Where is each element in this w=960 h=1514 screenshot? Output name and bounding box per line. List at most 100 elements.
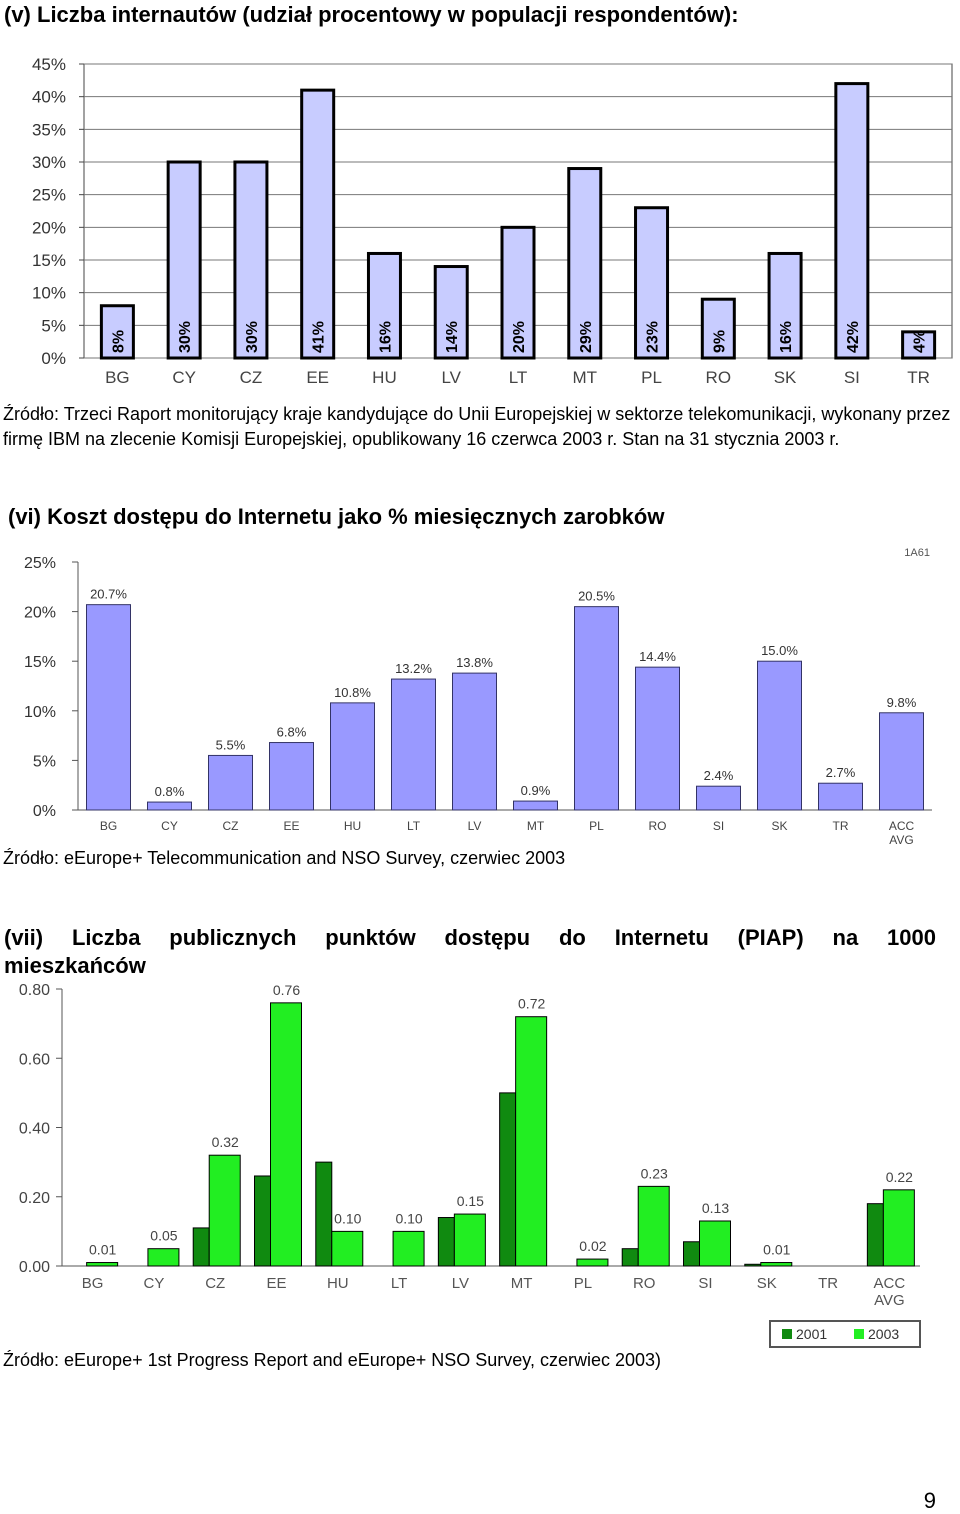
bar-2003: [86, 1262, 119, 1267]
section-vi-heading: (vi) Koszt dostępu do Internetu jako % m…: [8, 504, 665, 529]
x-tick-label: CZ: [240, 368, 263, 387]
bar: [208, 754, 253, 811]
y-tick-label: 10%: [24, 704, 56, 721]
bar-2001: [315, 1161, 333, 1267]
bar-2001: [744, 1263, 762, 1267]
legend-swatch-2003: [854, 1329, 864, 1339]
data-label: 30%: [177, 321, 194, 353]
internet-cost-chart: 1A61 0% 5% 10% 15% 20% 25% 20.7% BG 0.8% CY 5.5% CZ 6…: [24, 547, 932, 847]
x-tick-label: EE: [306, 368, 329, 387]
bar: [452, 672, 497, 811]
x-tick-label: PL: [641, 368, 662, 387]
x-tick-label: TR: [818, 1275, 838, 1292]
data-label: 5.5%: [216, 737, 246, 752]
y-tick-label: 0.80: [19, 982, 50, 999]
bar-2001: [192, 1227, 210, 1267]
x-tick-label: CZ: [205, 1275, 225, 1292]
y-tick-label: 0.20: [19, 1190, 50, 1207]
bar-2003: [331, 1230, 364, 1267]
bar-2003: [453, 1213, 486, 1267]
y-tick-label: 45%: [32, 55, 66, 74]
x-tick-label: LT: [391, 1275, 407, 1292]
data-label: 20.5%: [578, 589, 615, 604]
x-tick-label: PL: [574, 1275, 592, 1292]
bar: [818, 782, 863, 811]
bar: [635, 666, 680, 811]
bar: [330, 702, 375, 811]
x-tick-label: EE: [283, 819, 299, 833]
bar: [634, 206, 670, 360]
bar: [879, 712, 924, 811]
bar: [513, 800, 558, 811]
x-tick-label: LV: [452, 1275, 469, 1292]
data-label: 13.2%: [395, 661, 432, 676]
x-tick-label: HU: [327, 1275, 349, 1292]
x-tick-label: SK: [774, 368, 797, 387]
data-label: 0.02: [579, 1238, 606, 1254]
x-tick-label: RO: [706, 368, 732, 387]
x-tick-label: ACC: [889, 819, 915, 833]
y-tick-label: 25%: [32, 186, 66, 205]
bar-2001: [254, 1175, 271, 1267]
data-label: 13.8%: [456, 655, 493, 670]
y-tick-label: 20%: [32, 218, 66, 237]
legend-swatch-2001: [782, 1329, 792, 1339]
bar: [391, 678, 436, 811]
y-tick-label: 25%: [24, 555, 56, 572]
y-tick-label: 0.40: [19, 1121, 50, 1138]
bar: [166, 160, 202, 360]
bar-2003: [576, 1258, 609, 1267]
source-note-vii: Źródło: eEurope+ 1st Progress Report and…: [3, 1350, 662, 1370]
bar: [500, 225, 536, 360]
bar: [433, 265, 469, 360]
bar-2003: [760, 1262, 793, 1267]
data-label: 0.10: [334, 1210, 361, 1226]
x-tick-label: LT: [509, 368, 528, 387]
bar: [233, 160, 269, 360]
y-tick-label: 5%: [33, 753, 56, 770]
data-label: 23%: [645, 321, 662, 353]
section-vii-heading-line1: (vii) Liczba publicznych punktów dostępu…: [4, 925, 936, 950]
y-tick-label: 0.60: [19, 1051, 50, 1068]
x-tick-label: TR: [833, 819, 849, 833]
x-tick-label: HU: [344, 819, 361, 833]
x-tick-label: LV: [441, 368, 461, 387]
y-tick-label: 20%: [24, 605, 56, 622]
data-label: 14%: [444, 321, 461, 353]
x-tick-label: CY: [161, 819, 178, 833]
bar: [757, 660, 802, 811]
data-label: 0.13: [702, 1200, 729, 1216]
legend-box: [769, 1320, 921, 1348]
bar: [700, 297, 736, 360]
bar: [300, 88, 336, 360]
bar-2001: [866, 1203, 884, 1267]
data-label: 20%: [511, 321, 528, 353]
data-label: 10.8%: [334, 685, 371, 700]
x-tick-label: RO: [649, 819, 667, 833]
y-tick-label: 15%: [32, 251, 66, 270]
data-label: 0.8%: [155, 784, 185, 799]
data-label: 2.7%: [826, 765, 856, 780]
data-label: 6.8%: [277, 725, 307, 740]
x-tick-label: RO: [633, 1275, 656, 1292]
x-tick-label: LT: [407, 819, 421, 833]
bar: [834, 82, 870, 360]
data-label: 16%: [778, 321, 795, 353]
bar-2001: [683, 1241, 700, 1267]
bar: [567, 167, 603, 360]
data-label: 2.4%: [704, 768, 734, 783]
data-label: 9%: [711, 330, 728, 353]
x-tick-label: LV: [468, 819, 482, 833]
x-tick-label: SK: [771, 819, 787, 833]
x-tick-label: SI: [713, 819, 724, 833]
x-tick-label: SI: [844, 368, 860, 387]
bar: [147, 801, 192, 811]
y-tick-label: 15%: [24, 654, 56, 671]
legend-label-2001: 2001: [796, 1326, 827, 1342]
piap-chart: 0.00 0.20 0.40 0.60 0.80 0.01 BG 0.05 CY 0.32 CZ 0.…: [19, 982, 921, 1348]
internet-users-chart: 0% 5% 10% 15% 20% 25% 30% 35% 40% 45% 8% BG 30% CY 30%…: [32, 55, 953, 387]
bar-2003: [699, 1220, 731, 1267]
y-tick-label: 40%: [32, 88, 66, 107]
x-tick-label: HU: [372, 368, 397, 387]
y-tick-label: 0%: [41, 349, 66, 368]
